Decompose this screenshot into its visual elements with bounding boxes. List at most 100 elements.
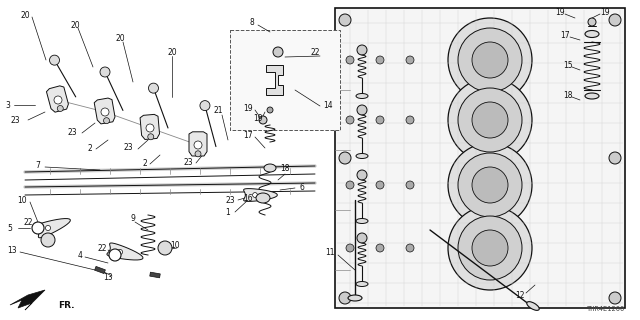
- Circle shape: [195, 151, 201, 157]
- Text: 8: 8: [250, 18, 254, 27]
- Circle shape: [357, 105, 367, 115]
- Polygon shape: [335, 8, 625, 308]
- Text: 23: 23: [225, 196, 235, 204]
- Ellipse shape: [356, 154, 368, 158]
- Polygon shape: [150, 272, 160, 278]
- Text: 18: 18: [280, 164, 290, 172]
- Circle shape: [148, 83, 159, 93]
- Polygon shape: [47, 86, 68, 112]
- Circle shape: [45, 226, 51, 230]
- Text: 20: 20: [70, 20, 80, 29]
- Polygon shape: [266, 65, 283, 95]
- Circle shape: [253, 193, 257, 197]
- Circle shape: [458, 153, 522, 217]
- Text: 23: 23: [10, 116, 20, 124]
- Text: 18: 18: [563, 91, 573, 100]
- Polygon shape: [95, 267, 106, 274]
- Polygon shape: [140, 114, 159, 140]
- Text: 10: 10: [170, 241, 180, 250]
- Text: FR.: FR.: [58, 300, 74, 309]
- Circle shape: [104, 118, 109, 124]
- Text: 19: 19: [600, 7, 610, 17]
- Circle shape: [259, 116, 267, 124]
- Text: 20: 20: [20, 11, 30, 20]
- Ellipse shape: [527, 302, 540, 310]
- Circle shape: [200, 100, 210, 111]
- Ellipse shape: [264, 164, 276, 172]
- Circle shape: [609, 292, 621, 304]
- Circle shape: [448, 143, 532, 227]
- Circle shape: [472, 167, 508, 203]
- Circle shape: [376, 244, 384, 252]
- Text: 19: 19: [243, 103, 253, 113]
- Text: 2: 2: [143, 158, 147, 167]
- Text: 5: 5: [8, 223, 12, 233]
- Circle shape: [448, 18, 532, 102]
- Circle shape: [406, 116, 414, 124]
- Text: 20: 20: [115, 34, 125, 43]
- Circle shape: [406, 244, 414, 252]
- Circle shape: [158, 241, 172, 255]
- Circle shape: [346, 244, 354, 252]
- Text: 10: 10: [17, 196, 27, 204]
- Polygon shape: [35, 219, 70, 238]
- Circle shape: [101, 108, 109, 116]
- Text: THR4E1200: THR4E1200: [587, 306, 625, 312]
- Text: 23: 23: [183, 157, 193, 166]
- Circle shape: [609, 14, 621, 26]
- Ellipse shape: [585, 93, 599, 99]
- Circle shape: [118, 250, 122, 254]
- Text: 4: 4: [77, 251, 83, 260]
- Text: 11: 11: [325, 247, 335, 257]
- Circle shape: [148, 134, 154, 140]
- Circle shape: [406, 56, 414, 64]
- Text: 17: 17: [560, 30, 570, 39]
- Circle shape: [472, 230, 508, 266]
- Text: 2: 2: [88, 143, 92, 153]
- Circle shape: [100, 67, 110, 77]
- Circle shape: [32, 222, 44, 234]
- Circle shape: [458, 216, 522, 280]
- Circle shape: [472, 102, 508, 138]
- Text: 17: 17: [243, 131, 253, 140]
- Polygon shape: [94, 98, 115, 124]
- Text: 19: 19: [555, 7, 565, 17]
- Circle shape: [376, 181, 384, 189]
- Circle shape: [339, 292, 351, 304]
- Text: 23: 23: [123, 142, 133, 151]
- Text: 6: 6: [300, 182, 305, 191]
- Circle shape: [406, 181, 414, 189]
- Polygon shape: [107, 243, 143, 260]
- Polygon shape: [244, 188, 277, 201]
- Polygon shape: [189, 132, 207, 156]
- Circle shape: [346, 56, 354, 64]
- Circle shape: [588, 18, 596, 26]
- Ellipse shape: [356, 93, 368, 99]
- Text: 14: 14: [323, 100, 333, 109]
- Circle shape: [448, 78, 532, 162]
- Circle shape: [357, 233, 367, 243]
- Circle shape: [609, 152, 621, 164]
- Text: 7: 7: [36, 161, 40, 170]
- Circle shape: [346, 181, 354, 189]
- Ellipse shape: [256, 193, 270, 203]
- Circle shape: [357, 170, 367, 180]
- Circle shape: [357, 45, 367, 55]
- Circle shape: [472, 42, 508, 78]
- Text: 13: 13: [7, 245, 17, 254]
- Circle shape: [376, 116, 384, 124]
- Text: 16: 16: [243, 194, 253, 203]
- Ellipse shape: [585, 30, 599, 37]
- Circle shape: [267, 107, 273, 113]
- Bar: [230, 30, 340, 130]
- Circle shape: [458, 28, 522, 92]
- Circle shape: [458, 88, 522, 152]
- Circle shape: [448, 206, 532, 290]
- Text: 13: 13: [103, 274, 113, 283]
- Text: 19: 19: [253, 114, 263, 123]
- Text: 21: 21: [213, 106, 223, 115]
- Circle shape: [273, 47, 283, 57]
- Circle shape: [54, 96, 62, 104]
- Circle shape: [339, 152, 351, 164]
- Circle shape: [57, 106, 63, 111]
